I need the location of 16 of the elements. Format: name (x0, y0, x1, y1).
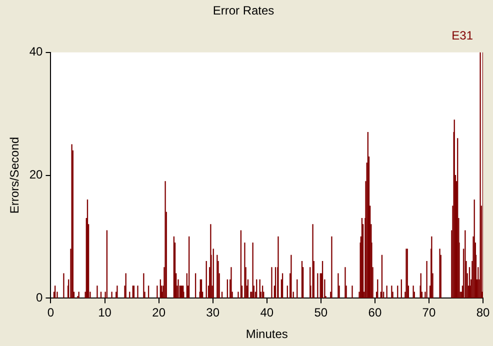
x-tick-label: 50 (314, 306, 328, 320)
y-tick-label: 40 (29, 44, 44, 59)
x-tick-label: 0 (47, 306, 54, 320)
chart-title: Error Rates (212, 4, 274, 18)
x-tick-label: 30 (206, 306, 220, 320)
x-tick-label: 10 (98, 306, 112, 320)
x-tick-label: 60 (368, 306, 382, 320)
x-tick-label: 20 (152, 306, 166, 320)
y-axis-title: Errors/Second (8, 136, 22, 214)
x-axis-title: Minutes (246, 327, 288, 342)
y-tick-label: 0 (36, 290, 44, 305)
y-tick-label: 20 (29, 168, 44, 182)
x-tick-label: 80 (476, 306, 490, 320)
x-tick-label: 70 (422, 306, 436, 320)
series-label: E31 (452, 28, 474, 43)
x-tick-label: 40 (260, 306, 274, 320)
